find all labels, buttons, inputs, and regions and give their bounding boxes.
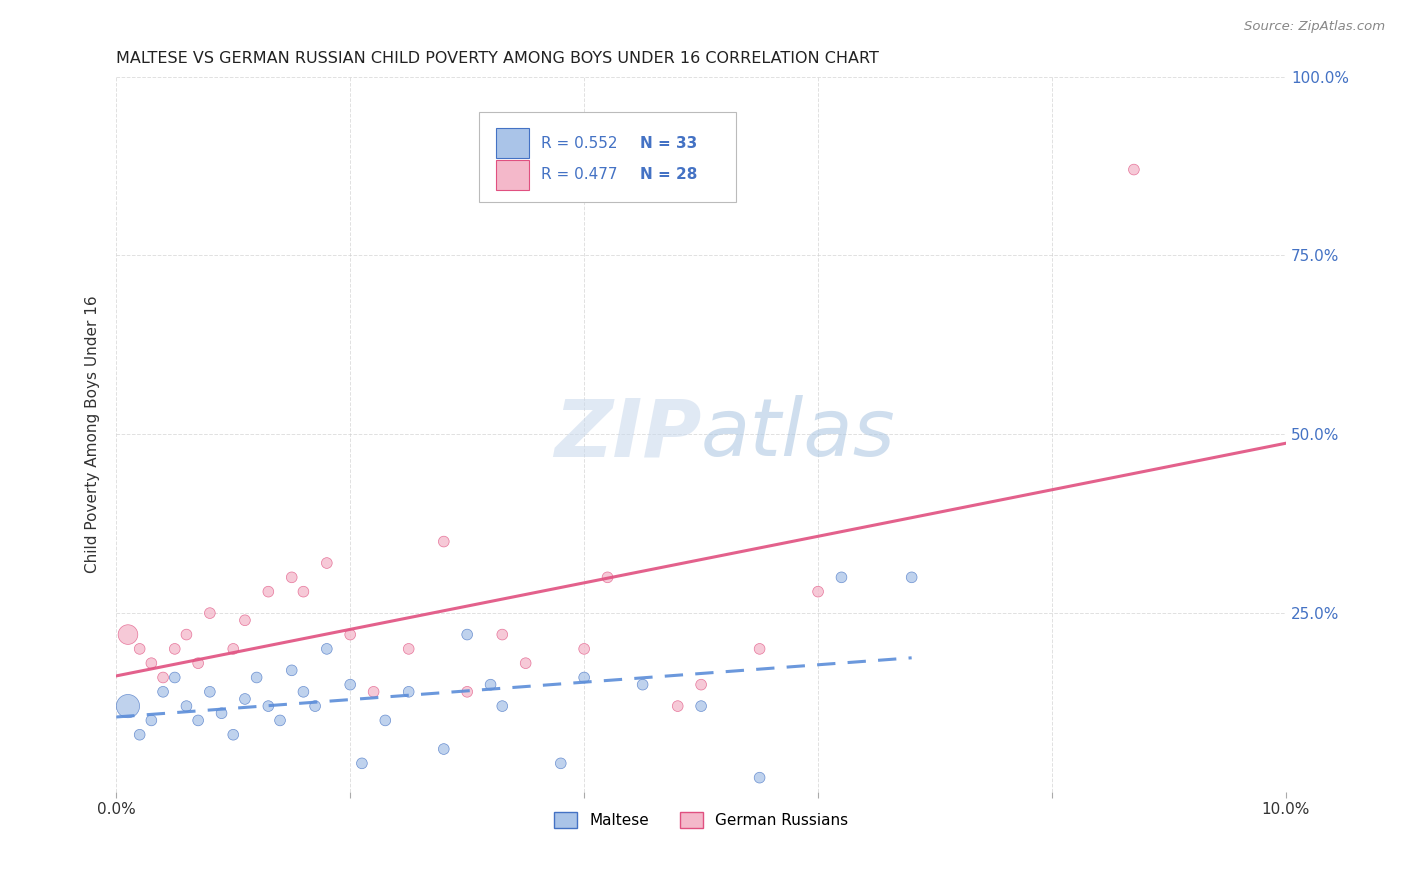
Point: [163, 641, 186, 656]
Point: [690, 678, 713, 692]
Point: [550, 756, 572, 771]
Point: [350, 756, 373, 771]
Point: [152, 685, 174, 699]
Point: [456, 627, 478, 641]
Point: [830, 570, 852, 584]
Text: Source: ZipAtlas.com: Source: ZipAtlas.com: [1244, 20, 1385, 33]
Point: [339, 678, 361, 692]
Text: atlas: atlas: [702, 395, 896, 474]
Point: [141, 714, 163, 728]
Point: [690, 699, 713, 714]
Point: [187, 656, 209, 670]
Point: [211, 706, 233, 721]
Text: R = 0.477: R = 0.477: [541, 167, 617, 182]
Point: [491, 627, 513, 641]
Point: [292, 584, 315, 599]
Point: [433, 742, 456, 756]
Point: [456, 685, 478, 699]
Point: [398, 685, 420, 699]
Legend: Maltese, German Russians: Maltese, German Russians: [548, 806, 853, 834]
Point: [807, 584, 830, 599]
Y-axis label: Child Poverty Among Boys Under 16: Child Poverty Among Boys Under 16: [86, 295, 100, 573]
Point: [374, 714, 396, 728]
Point: [363, 685, 385, 699]
Point: [152, 671, 174, 685]
Point: [269, 714, 291, 728]
Point: [187, 714, 209, 728]
Point: [666, 699, 689, 714]
Point: [176, 627, 198, 641]
Point: [315, 556, 337, 570]
Text: N = 33: N = 33: [640, 136, 697, 151]
Point: [128, 641, 150, 656]
Point: [304, 699, 326, 714]
Point: [257, 699, 280, 714]
Point: [222, 641, 245, 656]
Point: [479, 678, 502, 692]
Point: [433, 534, 456, 549]
Point: [117, 699, 139, 714]
Point: [280, 664, 302, 678]
Point: [198, 685, 221, 699]
Point: [246, 671, 269, 685]
Text: N = 28: N = 28: [640, 167, 697, 182]
Point: [339, 627, 361, 641]
Point: [117, 627, 139, 641]
Point: [141, 656, 163, 670]
Point: [748, 771, 770, 785]
Point: [631, 678, 654, 692]
Point: [198, 606, 221, 620]
Text: R = 0.552: R = 0.552: [541, 136, 617, 151]
Point: [292, 685, 315, 699]
Point: [233, 692, 256, 706]
Point: [257, 584, 280, 599]
Point: [572, 671, 595, 685]
Point: [233, 613, 256, 627]
Point: [900, 570, 922, 584]
Bar: [496, 160, 529, 190]
Text: ZIP: ZIP: [554, 395, 702, 474]
FancyBboxPatch shape: [479, 112, 737, 202]
Point: [163, 671, 186, 685]
Point: [128, 728, 150, 742]
Bar: [496, 128, 529, 158]
Point: [280, 570, 302, 584]
Point: [748, 641, 770, 656]
Point: [491, 699, 513, 714]
Point: [315, 641, 337, 656]
Point: [596, 570, 619, 584]
Point: [398, 641, 420, 656]
Text: MALTESE VS GERMAN RUSSIAN CHILD POVERTY AMONG BOYS UNDER 16 CORRELATION CHART: MALTESE VS GERMAN RUSSIAN CHILD POVERTY …: [117, 51, 879, 66]
Point: [222, 728, 245, 742]
Point: [1122, 162, 1144, 177]
Point: [176, 699, 198, 714]
Point: [572, 641, 595, 656]
Point: [515, 656, 537, 670]
